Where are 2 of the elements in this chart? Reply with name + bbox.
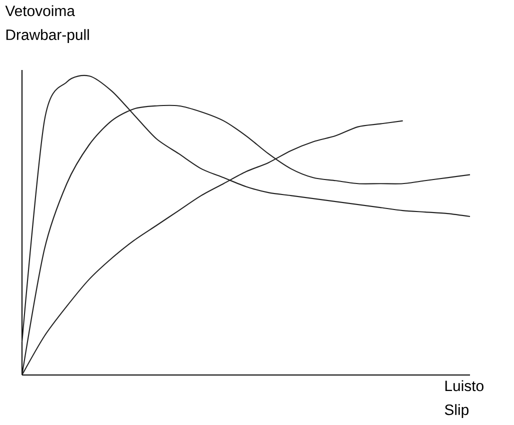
x-axis-title: Luisto Slip bbox=[444, 380, 484, 418]
y-axis-title: Vetovoima Drawbar-pull bbox=[5, 5, 89, 44]
